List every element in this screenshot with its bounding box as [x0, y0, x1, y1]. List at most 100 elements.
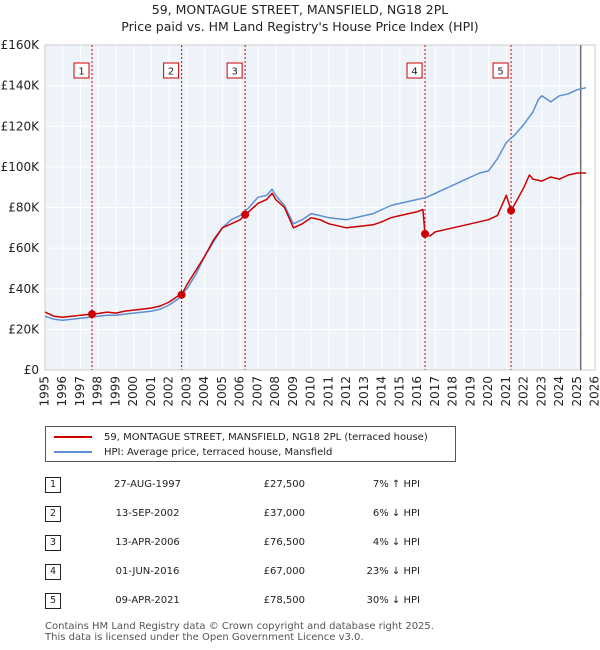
sale-label-number: 4 — [411, 67, 417, 78]
price-chart: £0 £20K £40K £60K £80K £100K £120K £140K £160K 19… — [1, 38, 600, 407]
sale-point — [421, 229, 430, 238]
sale-number: 2 — [45, 505, 61, 522]
footer-license: This data is licensed under the Open Gov… — [45, 632, 364, 643]
sale-number-cell: 4 — [45, 557, 90, 586]
x-tick-label: 2002 — [162, 376, 176, 407]
sale-point — [177, 290, 186, 299]
y-tick-label: £0 — [24, 363, 39, 377]
sale-date-cell: 13-APR-2006 — [90, 528, 205, 557]
sale-price: £67,000 — [263, 566, 305, 577]
sales-table: 1 27-AUG-1997 £27,500 7% ↑ HPI 2 13-SEP-2002 £… — [45, 470, 420, 615]
y-tick-label: £80K — [8, 201, 40, 215]
x-tick-label: 1998 — [91, 376, 105, 407]
footer-copyright: Contains HM Land Registry data © Crown c… — [45, 621, 434, 632]
x-tick-label: 2025 — [570, 376, 584, 407]
x-tick-label: 2022 — [517, 376, 531, 407]
x-tick-label: 2024 — [552, 376, 566, 407]
plot-border — [44, 44, 596, 371]
sale-price-cell: £37,000 — [205, 499, 305, 528]
sale-price-cell: £67,000 — [205, 557, 305, 586]
x-tick-label: 1997 — [73, 376, 87, 407]
sale-number: 3 — [45, 534, 61, 551]
footer: Contains HM Land Registry data © Crown c… — [45, 621, 434, 643]
sale-point — [507, 206, 516, 215]
sale-label-number: 2 — [168, 67, 174, 78]
sale-number: 1 — [45, 476, 61, 493]
x-tick-label: 2013 — [357, 376, 371, 407]
sale-hpi-delta-cell: 23% ↓ HPI — [305, 557, 420, 586]
x-tick-label: 2023 — [534, 376, 548, 407]
sale-price-cell: £78,500 — [205, 586, 305, 615]
sale-date: 09-APR-2021 — [115, 595, 180, 606]
sale-number-cell: 3 — [45, 528, 90, 557]
sale-label-box — [226, 62, 243, 79]
sale-label-number: 1 — [78, 67, 84, 78]
sale-price: £78,500 — [263, 595, 305, 606]
sale-price-cell: £76,500 — [205, 528, 305, 557]
sale-hpi-delta-cell: 6% ↓ HPI — [305, 499, 420, 528]
x-tick-label: 2014 — [375, 376, 389, 407]
x-tick-label: 1999 — [108, 376, 122, 407]
sale-label-box — [406, 62, 423, 79]
sale-point — [241, 210, 250, 219]
sale-price: £76,500 — [263, 537, 305, 548]
sale-hpi-delta: 7% ↑ HPI — [372, 479, 420, 490]
legend-label-hpi: HPI: Average price, terraced house, Mans… — [104, 446, 333, 458]
sale-hpi-delta: 6% ↓ HPI — [372, 508, 420, 519]
sale-date: 13-SEP-2002 — [115, 508, 180, 519]
x-tick-label: 2015 — [392, 376, 406, 407]
sale-hpi-delta: 30% ↓ HPI — [366, 595, 420, 606]
sale-number-cell: 2 — [45, 499, 90, 528]
x-tick-label: 2018 — [446, 376, 460, 407]
sale-number-cell: 1 — [45, 470, 90, 499]
y-tick-label: £120K — [1, 119, 41, 133]
x-tick-label: 2020 — [481, 376, 495, 407]
legend: 59, MONTAGUE STREET, MANSFIELD, NG18 2PL… — [45, 426, 456, 462]
sale-row: 2 13-SEP-2002 £37,000 6% ↓ HPI — [45, 499, 420, 528]
x-tick-label: 2011 — [321, 376, 335, 407]
x-tick-label: 2026 — [588, 376, 600, 407]
sale-row: 1 27-AUG-1997 £27,500 7% ↑ HPI — [45, 470, 420, 499]
sale-number-cell: 5 — [45, 586, 90, 615]
sale-hpi-delta-cell: 4% ↓ HPI — [305, 528, 420, 557]
x-tick-label: 2009 — [286, 376, 300, 407]
x-tick-label: 2003 — [179, 376, 193, 407]
sale-hpi-delta-cell: 7% ↑ HPI — [305, 470, 420, 499]
x-tick-label: 2010 — [304, 376, 318, 407]
sale-price: £37,000 — [263, 508, 305, 519]
legend-swatch-property — [54, 436, 92, 438]
x-tick-label: 2006 — [233, 376, 247, 407]
chart-subtitle: Price paid vs. HM Land Registry's House … — [121, 19, 479, 34]
sale-label-box — [73, 62, 90, 79]
sale-label-number: 3 — [231, 67, 237, 78]
y-tick-label: £160K — [1, 38, 41, 52]
sale-number: 4 — [45, 563, 61, 580]
sale-label-number: 5 — [497, 67, 503, 78]
x-tick-label: 2012 — [339, 376, 353, 407]
sale-date-cell: 13-SEP-2002 — [90, 499, 205, 528]
sale-row: 4 01-JUN-2016 £67,000 23% ↓ HPI — [45, 557, 420, 586]
x-tick-label: 2019 — [463, 376, 477, 407]
x-tick-label: 2016 — [410, 376, 424, 407]
y-tick-label: £40K — [8, 282, 40, 296]
legend-item-property: 59, MONTAGUE STREET, MANSFIELD, NG18 2PL… — [54, 430, 428, 444]
x-tick-label: 2001 — [144, 376, 158, 407]
x-tick-label: 2005 — [215, 376, 229, 407]
x-tick-label: 1995 — [38, 376, 52, 407]
sale-hpi-delta-cell: 30% ↓ HPI — [305, 586, 420, 615]
sale-row: 5 09-APR-2021 £78,500 30% ↓ HPI — [45, 586, 420, 615]
y-tick-label: £60K — [8, 241, 40, 255]
hpi-line — [44, 86, 587, 321]
x-tick-label: 2017 — [428, 376, 442, 407]
sale-price: £27,500 — [263, 479, 305, 490]
sale-point — [88, 310, 97, 319]
sale-price-cell: £27,500 — [205, 470, 305, 499]
sale-number: 5 — [45, 592, 61, 609]
sale-hpi-delta: 23% ↓ HPI — [366, 566, 420, 577]
chart-title: 59, MONTAGUE STREET, MANSFIELD, NG18 2PL — [151, 2, 449, 17]
y-tick-label: £20K — [8, 322, 40, 336]
sale-date: 13-APR-2006 — [115, 537, 180, 548]
x-tick-label: 1996 — [55, 376, 69, 407]
legend-label-property: 59, MONTAGUE STREET, MANSFIELD, NG18 2PL… — [104, 431, 428, 443]
sale-date-cell: 01-JUN-2016 — [90, 557, 205, 586]
